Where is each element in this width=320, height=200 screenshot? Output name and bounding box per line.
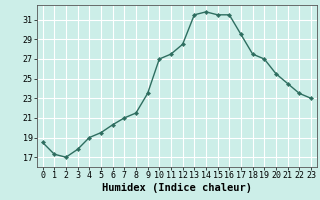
X-axis label: Humidex (Indice chaleur): Humidex (Indice chaleur) [102,183,252,193]
